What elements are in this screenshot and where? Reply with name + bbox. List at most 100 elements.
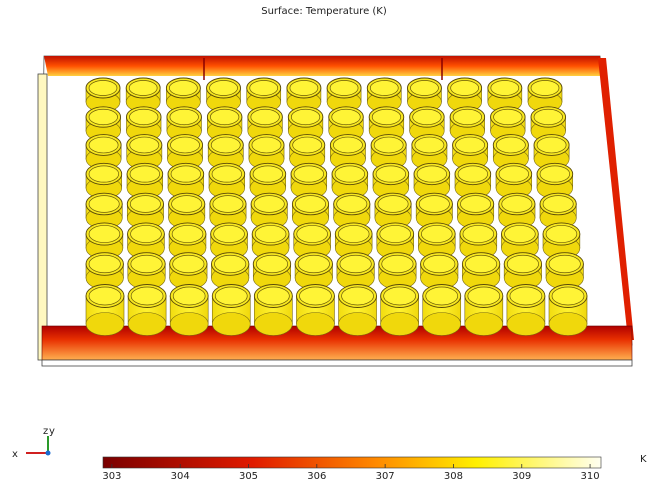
well-opening: [378, 196, 408, 213]
colorbar-tick-label: 304: [171, 471, 190, 482]
well-opening: [534, 109, 563, 124]
well-opening: [543, 196, 573, 213]
well-bottom: [339, 313, 377, 336]
well-opening: [210, 81, 238, 96]
well-opening: [380, 225, 411, 242]
well-opening: [552, 287, 584, 305]
well-opening: [212, 166, 242, 182]
well-opening: [502, 196, 532, 213]
well-opening: [129, 109, 158, 124]
well-opening: [210, 109, 239, 124]
well-opening: [169, 81, 197, 96]
triad-z-label: z: [43, 426, 48, 437]
colorbar-unit: K: [640, 454, 647, 465]
well-opening: [424, 255, 455, 273]
well-opening: [417, 166, 447, 182]
well-opening: [295, 196, 325, 213]
well-opening: [131, 287, 163, 305]
well-opening: [451, 81, 479, 96]
well-opening: [510, 287, 542, 305]
colorbar-tick-label: 303: [102, 471, 121, 482]
well-opening: [507, 255, 538, 273]
colorbar-tick-label: 306: [307, 471, 326, 482]
well-opening: [410, 81, 438, 96]
well-opening: [340, 255, 371, 273]
well-opening: [172, 225, 203, 242]
well-opening: [496, 137, 525, 153]
well-opening: [531, 81, 559, 96]
colorbar: [103, 457, 601, 468]
well-opening: [338, 225, 369, 242]
well-opening: [370, 81, 398, 96]
colorbar-tick-label: 307: [376, 471, 395, 482]
well-opening: [214, 225, 245, 242]
well-opening: [458, 166, 488, 182]
well-opening: [494, 109, 523, 124]
well-opening: [376, 166, 406, 182]
well-opening: [89, 255, 120, 273]
well-bottom: [212, 313, 250, 336]
well-opening: [290, 81, 318, 96]
colorbar-tick-label: 305: [239, 471, 258, 482]
well-opening: [413, 109, 442, 124]
well-opening: [131, 255, 162, 273]
colorbar-tick-label: 310: [581, 471, 600, 482]
well-opening: [460, 196, 490, 213]
well-opening: [546, 225, 577, 242]
well-opening: [384, 287, 416, 305]
well-opening: [299, 287, 331, 305]
well-opening: [293, 137, 322, 153]
well-opening: [256, 255, 287, 273]
well-opening: [251, 109, 280, 124]
well-opening: [129, 81, 157, 96]
well-opening: [330, 81, 358, 96]
well-opening: [374, 137, 403, 153]
well-bottom: [465, 313, 503, 336]
well-opening: [453, 109, 482, 124]
well-opening: [89, 109, 118, 124]
well-opening: [333, 137, 362, 153]
well-opening: [131, 225, 162, 242]
well-opening: [214, 255, 245, 273]
well-opening: [130, 166, 160, 182]
colorbar-tick-label: 308: [444, 471, 463, 482]
well-opening: [372, 109, 401, 124]
well-opening: [89, 287, 121, 305]
well-opening: [173, 287, 205, 305]
well-opening: [89, 196, 119, 213]
triad: z y x: [12, 426, 55, 460]
well-opening: [549, 255, 580, 273]
well-opening: [342, 287, 374, 305]
well-bottom: [170, 313, 208, 336]
well-opening: [253, 166, 283, 182]
well-opening: [491, 81, 519, 96]
well-opening: [172, 196, 202, 213]
well-opening: [171, 166, 201, 182]
well-opening: [463, 225, 494, 242]
well-opening: [89, 137, 118, 153]
well-opening: [540, 166, 570, 182]
well-opening: [89, 81, 117, 96]
well-opening: [89, 225, 120, 242]
scene: Surface: Temperature (K) z y x K 303 304 3…: [0, 0, 649, 482]
well-opening: [504, 225, 535, 242]
well-opening: [254, 196, 284, 213]
plot-title: Surface: Temperature (K): [261, 6, 387, 17]
well-bottom: [128, 313, 166, 336]
triad-x-label: x: [12, 449, 18, 460]
well-bottom: [381, 313, 419, 336]
well-opening: [211, 137, 240, 153]
well-bottom: [507, 313, 545, 336]
well-opening: [170, 137, 199, 153]
well-opening: [468, 287, 500, 305]
well-bottom: [86, 313, 124, 336]
well-opening: [332, 109, 361, 124]
colorbar-tick-label: 309: [512, 471, 531, 482]
well-opening: [294, 166, 324, 182]
well-bottom: [549, 313, 587, 336]
well-opening: [252, 137, 281, 153]
well-opening: [415, 137, 444, 153]
well-opening: [130, 137, 159, 153]
well-opening: [499, 166, 529, 182]
well-opening: [213, 196, 243, 213]
